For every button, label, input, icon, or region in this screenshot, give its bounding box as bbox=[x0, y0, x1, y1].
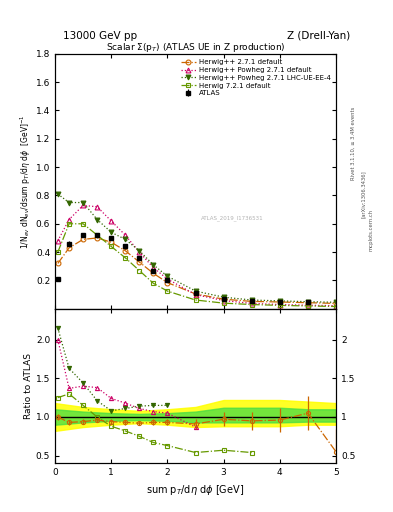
Herwig++ Powheg 2.7.1 LHC-UE-EE-4 bbox=[151, 262, 156, 268]
Herwig++ Powheg 2.7.1 LHC-UE-EE-4 bbox=[193, 288, 198, 294]
Herwig 7.2.1 default bbox=[277, 302, 282, 308]
Herwig 7.2.1 default bbox=[67, 221, 72, 227]
Herwig 7.2.1 default bbox=[193, 297, 198, 303]
Herwig++ Powheg 2.7.1 default bbox=[334, 303, 338, 309]
Herwig++ Powheg 2.7.1 default bbox=[81, 202, 86, 208]
Herwig++ 2.7.1 default bbox=[334, 301, 338, 307]
Herwig 7.2.1 default bbox=[334, 304, 338, 310]
X-axis label: sum p$_T$/d$\eta$ d$\phi$ [GeV]: sum p$_T$/d$\eta$ d$\phi$ [GeV] bbox=[147, 483, 244, 497]
Herwig++ 2.7.1 default bbox=[95, 235, 99, 241]
Line: Herwig++ 2.7.1 default: Herwig++ 2.7.1 default bbox=[55, 236, 338, 306]
Herwig 7.2.1 default bbox=[137, 267, 142, 273]
Herwig++ 2.7.1 default bbox=[250, 298, 254, 305]
Herwig++ 2.7.1 default bbox=[123, 248, 128, 254]
Herwig++ Powheg 2.7.1 LHC-UE-EE-4 bbox=[221, 294, 226, 300]
Y-axis label: Ratio to ATLAS: Ratio to ATLAS bbox=[24, 353, 33, 419]
Title: Scalar $\Sigma$(p$_T$) (ATLAS UE in Z production): Scalar $\Sigma$(p$_T$) (ATLAS UE in Z pr… bbox=[106, 40, 285, 54]
Text: ATLAS_2019_I1736531: ATLAS_2019_I1736531 bbox=[201, 216, 264, 221]
Herwig++ Powheg 2.7.1 default bbox=[250, 301, 254, 307]
Herwig++ Powheg 2.7.1 default bbox=[55, 238, 60, 244]
Herwig 7.2.1 default bbox=[123, 254, 128, 261]
Herwig 7.2.1 default bbox=[306, 303, 310, 309]
Herwig++ Powheg 2.7.1 LHC-UE-EE-4 bbox=[55, 191, 60, 197]
Herwig++ Powheg 2.7.1 LHC-UE-EE-4 bbox=[67, 200, 72, 206]
Herwig 7.2.1 default bbox=[55, 249, 60, 255]
Herwig++ Powheg 2.7.1 LHC-UE-EE-4 bbox=[81, 200, 86, 206]
Herwig++ 2.7.1 default bbox=[165, 280, 170, 286]
Herwig++ 2.7.1 default bbox=[109, 239, 114, 245]
Herwig 7.2.1 default bbox=[250, 302, 254, 308]
Herwig 7.2.1 default bbox=[95, 232, 99, 238]
Text: Z (Drell-Yan): Z (Drell-Yan) bbox=[287, 31, 350, 41]
Herwig++ Powheg 2.7.1 default bbox=[221, 297, 226, 304]
Herwig++ 2.7.1 default bbox=[55, 261, 60, 267]
Herwig++ Powheg 2.7.1 LHC-UE-EE-4 bbox=[95, 217, 99, 223]
Line: Herwig 7.2.1 default: Herwig 7.2.1 default bbox=[55, 221, 338, 309]
Herwig++ Powheg 2.7.1 LHC-UE-EE-4 bbox=[250, 297, 254, 303]
Herwig++ 2.7.1 default bbox=[306, 300, 310, 306]
Herwig++ Powheg 2.7.1 LHC-UE-EE-4 bbox=[306, 298, 310, 305]
Herwig 7.2.1 default bbox=[151, 280, 156, 286]
Herwig 7.2.1 default bbox=[81, 221, 86, 227]
Herwig++ 2.7.1 default bbox=[221, 296, 226, 302]
Herwig 7.2.1 default bbox=[109, 243, 114, 249]
Herwig++ Powheg 2.7.1 LHC-UE-EE-4 bbox=[165, 273, 170, 279]
Herwig++ 2.7.1 default bbox=[137, 259, 142, 265]
Herwig++ Powheg 2.7.1 LHC-UE-EE-4 bbox=[334, 299, 338, 305]
Herwig++ Powheg 2.7.1 LHC-UE-EE-4 bbox=[137, 248, 142, 254]
Herwig++ Powheg 2.7.1 default bbox=[109, 218, 114, 224]
Herwig++ Powheg 2.7.1 default bbox=[277, 302, 282, 308]
Text: [arXiv:1306.3436]: [arXiv:1306.3436] bbox=[361, 170, 365, 219]
Legend: Herwig++ 2.7.1 default, Herwig++ Powheg 2.7.1 default, Herwig++ Powheg 2.7.1 LHC: Herwig++ 2.7.1 default, Herwig++ Powheg … bbox=[178, 57, 332, 98]
Herwig 7.2.1 default bbox=[165, 288, 170, 294]
Line: Herwig++ Powheg 2.7.1 LHC-UE-EE-4: Herwig++ Powheg 2.7.1 LHC-UE-EE-4 bbox=[55, 191, 338, 305]
Herwig++ Powheg 2.7.1 default bbox=[67, 217, 72, 223]
Line: Herwig++ Powheg 2.7.1 default: Herwig++ Powheg 2.7.1 default bbox=[55, 203, 338, 308]
Herwig++ 2.7.1 default bbox=[67, 245, 72, 251]
Herwig++ 2.7.1 default bbox=[193, 291, 198, 297]
Herwig++ Powheg 2.7.1 default bbox=[95, 204, 99, 210]
Herwig++ Powheg 2.7.1 default bbox=[123, 232, 128, 238]
Herwig++ Powheg 2.7.1 default bbox=[193, 291, 198, 297]
Herwig++ Powheg 2.7.1 default bbox=[151, 265, 156, 271]
Text: 13000 GeV pp: 13000 GeV pp bbox=[63, 31, 137, 41]
Herwig++ Powheg 2.7.1 default bbox=[165, 276, 170, 282]
Herwig++ Powheg 2.7.1 LHC-UE-EE-4 bbox=[277, 298, 282, 304]
Herwig 7.2.1 default bbox=[221, 300, 226, 306]
Herwig++ 2.7.1 default bbox=[81, 237, 86, 243]
Text: Rivet 3.1.10, ≥ 3.4M events: Rivet 3.1.10, ≥ 3.4M events bbox=[351, 106, 356, 180]
Herwig++ Powheg 2.7.1 LHC-UE-EE-4 bbox=[123, 237, 128, 243]
Herwig++ Powheg 2.7.1 default bbox=[137, 249, 142, 255]
Herwig++ 2.7.1 default bbox=[277, 299, 282, 305]
Herwig++ Powheg 2.7.1 default bbox=[306, 302, 310, 308]
Herwig++ 2.7.1 default bbox=[151, 270, 156, 276]
Herwig++ Powheg 2.7.1 LHC-UE-EE-4 bbox=[109, 229, 114, 236]
Text: mcplots.cern.ch: mcplots.cern.ch bbox=[369, 209, 373, 251]
Y-axis label: 1/N$_{ev}$ dN$_{ev}$/dsum p$_T$/d$\eta$ d$\phi$  [GeV]$^{-1}$: 1/N$_{ev}$ dN$_{ev}$/dsum p$_T$/d$\eta$ … bbox=[18, 114, 33, 249]
